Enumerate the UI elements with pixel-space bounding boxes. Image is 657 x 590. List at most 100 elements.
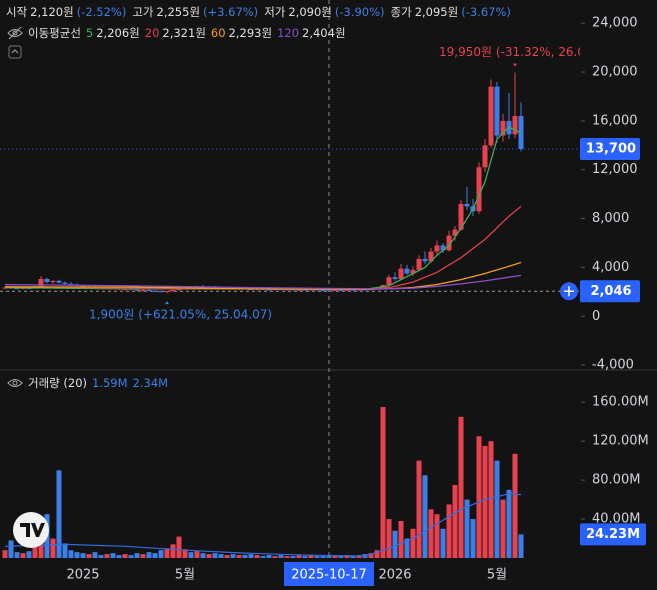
volume-bar bbox=[446, 504, 452, 558]
ohlc-name: 고가 bbox=[132, 5, 154, 19]
volume-bar bbox=[380, 407, 386, 558]
volume-bar bbox=[200, 553, 206, 558]
candle-body bbox=[68, 283, 74, 285]
ohlc-name: 종가 bbox=[391, 5, 413, 19]
volume-bar bbox=[482, 446, 488, 558]
y-tick-label: 20,000 bbox=[592, 65, 638, 80]
volume-bar bbox=[452, 484, 458, 558]
volume-title: 거래량 (20) bbox=[28, 376, 87, 390]
volume-eye-icon[interactable] bbox=[7, 379, 23, 387]
crosshair-label-box bbox=[284, 562, 374, 586]
volume-bar bbox=[326, 555, 332, 558]
volume-ma-line bbox=[4, 493, 522, 557]
ma-name: 120 bbox=[277, 26, 299, 40]
volume-bar bbox=[494, 460, 500, 558]
volume-bar bbox=[170, 544, 176, 558]
candle-body bbox=[290, 289, 296, 291]
volume-bar bbox=[146, 552, 152, 558]
volume-bar bbox=[254, 555, 260, 558]
volume-bar bbox=[2, 550, 8, 558]
volume-bar bbox=[164, 548, 170, 558]
candle-body bbox=[494, 86, 500, 136]
price-pane: 19,950원 (-31.32%, 26.05.1 1,900원 (+621.05… bbox=[0, 45, 604, 322]
candle-body bbox=[320, 290, 326, 292]
volume-bar bbox=[344, 555, 350, 558]
candle-body bbox=[338, 290, 344, 292]
volume-bar bbox=[248, 554, 254, 558]
volume-bar bbox=[20, 553, 26, 558]
volume-bar bbox=[302, 556, 308, 558]
volume-bar bbox=[500, 499, 506, 558]
volume-bar bbox=[290, 556, 296, 558]
candle-body bbox=[20, 287, 26, 289]
y-tick-label: -4,000 bbox=[592, 358, 634, 373]
annotation-marker bbox=[165, 301, 169, 305]
candle-body bbox=[308, 289, 314, 291]
candle-body bbox=[302, 289, 308, 291]
volume-legend: 거래량 (20) 1.59M 2.34M bbox=[28, 376, 168, 390]
volume-bar bbox=[86, 554, 92, 558]
volume-bar bbox=[140, 554, 146, 558]
candle-body bbox=[332, 290, 338, 292]
candle-body bbox=[152, 290, 158, 292]
ma-eye-icon[interactable] bbox=[7, 26, 23, 40]
ma-legend: 이동평균선 5 2,206원 20 2,321원 60 2,293원 120 2,404원 bbox=[28, 26, 346, 40]
ma-line bbox=[4, 274, 522, 290]
volume-bar bbox=[236, 555, 242, 558]
candle-body bbox=[344, 289, 350, 291]
volume-bar bbox=[260, 556, 266, 558]
volume-bar bbox=[32, 546, 38, 558]
candle-body bbox=[284, 289, 290, 291]
collapse-button[interactable] bbox=[8, 45, 22, 59]
volume-bar bbox=[350, 556, 356, 558]
ohlc-change: (-3.90%) bbox=[335, 5, 385, 19]
ma-name: 5 bbox=[86, 26, 93, 40]
candle-body bbox=[134, 289, 140, 291]
annotation-text: 1,900원 (+621.05%, 25.04.07) bbox=[89, 308, 272, 322]
volume-bar bbox=[8, 540, 14, 558]
candle-body bbox=[422, 258, 428, 262]
volume-bar bbox=[104, 554, 110, 558]
candle-body bbox=[170, 290, 176, 292]
ohlc-legend: 시작 2,120원 (-2.52%) 고가 2,255원 (+3.67%) 저가 2,090원… bbox=[6, 5, 511, 19]
volume-bar bbox=[188, 552, 194, 558]
volume-bar bbox=[50, 538, 56, 558]
ohlc-change: (-2.52%) bbox=[77, 5, 127, 19]
volume-bar bbox=[434, 514, 440, 558]
volume-bar bbox=[488, 441, 494, 558]
volume-bar bbox=[518, 534, 524, 558]
candle-body bbox=[296, 289, 302, 291]
volume-bar bbox=[158, 550, 164, 558]
volume-bar bbox=[98, 555, 104, 558]
x-tick-label: 5월 bbox=[175, 568, 195, 583]
candle-body bbox=[452, 229, 458, 236]
volume-bar bbox=[332, 556, 338, 558]
volume-bar bbox=[134, 553, 140, 558]
ohlc-name: 저가 bbox=[264, 5, 286, 19]
candle-body bbox=[446, 235, 452, 251]
volume-bar bbox=[116, 555, 122, 558]
volume-bar bbox=[320, 556, 326, 558]
candle-body bbox=[404, 268, 410, 274]
volume-bar bbox=[152, 553, 158, 558]
volume-bar bbox=[368, 553, 374, 558]
y-tick-label: 8,000 bbox=[592, 211, 629, 226]
candle-body bbox=[50, 280, 56, 283]
x-tick-label: 2025-10-17 bbox=[291, 568, 367, 583]
volume-legend-value: 1.59M bbox=[92, 376, 128, 390]
candle-body bbox=[314, 289, 320, 291]
volume-bar bbox=[464, 499, 470, 558]
price-label: 2,046 bbox=[590, 284, 631, 299]
volume-bar bbox=[392, 530, 398, 558]
price-label-box bbox=[580, 137, 640, 160]
candle-body bbox=[440, 245, 446, 251]
y-tick-label: 120.00M bbox=[592, 434, 649, 449]
candle-body bbox=[512, 116, 518, 135]
price-label-box bbox=[580, 280, 640, 303]
price-label: 13,700 bbox=[586, 141, 636, 156]
candle-body bbox=[392, 277, 398, 280]
volume-bar bbox=[56, 470, 62, 558]
candle-body bbox=[146, 290, 152, 292]
annotation-text: 19,950원 (-31.32%, 26.05.1 bbox=[439, 45, 604, 59]
